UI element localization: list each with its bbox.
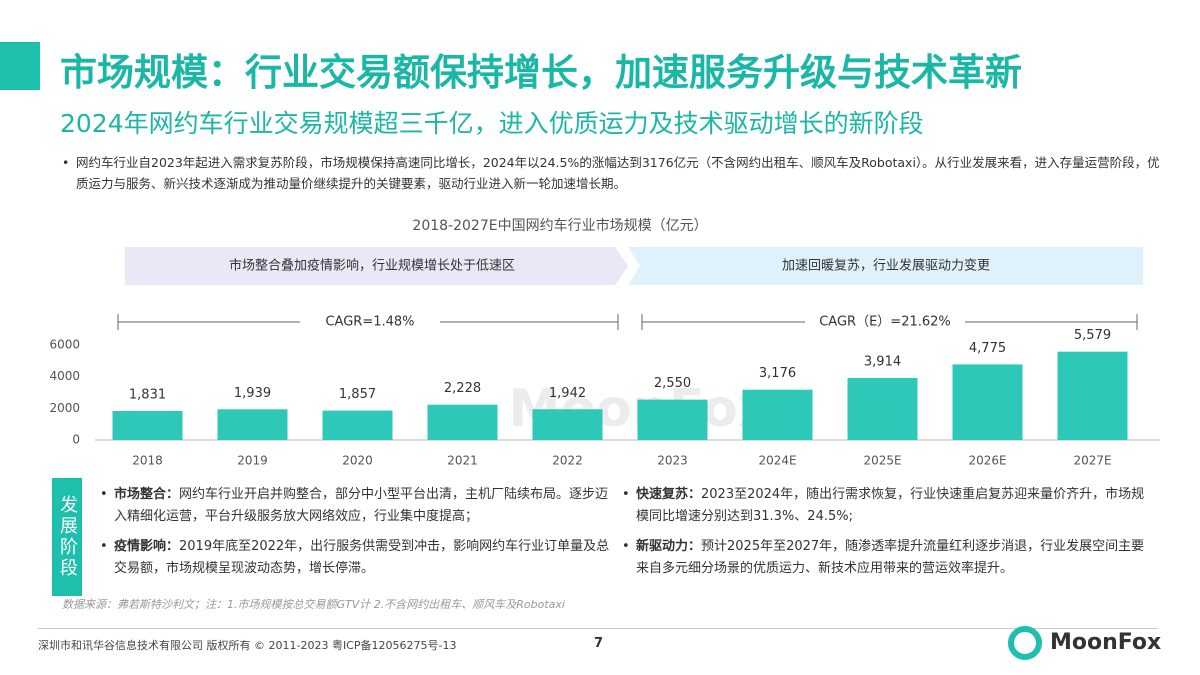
stage-text: 预计2025年至2027年，随渗透率提升流量红利逐步消退，行业发展空间主要来自多… [636,539,1145,576]
stage-item: 市场整合：网约车行业开启并购整合，部分中小型平台出清，主机厂陆续布局。逐步迈入精… [100,484,610,528]
title-accent [0,42,40,90]
y-tick-label: 2000 [49,401,80,415]
x-tick-label: 2022 [552,454,583,468]
y-tick-label: 6000 [49,338,80,352]
bar [217,409,288,440]
bar [742,389,813,440]
summary: 网约车行业自2023年起进入需求复苏阶段，市场规模保持高速同比增长，2024年以… [62,152,1166,194]
logo-icon [1008,626,1042,660]
value-label: 3,914 [864,355,901,370]
x-tick-label: 2025E [863,454,901,468]
x-tick-label: 2024E [758,454,796,468]
stage-text: 网约车行业开启并购整合，部分中小型平台出清，主机厂陆续布局。逐步迈入精细化运营，… [114,487,609,524]
value-label: 1,942 [549,386,586,401]
stage-left: 市场整合：网约车行业开启并购整合，部分中小型平台出清，主机厂陆续布局。逐步迈入精… [100,484,610,588]
x-tick-label: 2026E [968,454,1006,468]
phase-label: 市场整合叠加疫情影响，行业规模增长处于低速区 [229,258,515,274]
phase-banner [125,247,628,285]
bar [637,399,708,440]
chart: MoonFox2018-2027E中国网约车行业市场规模（亿元）市场整合叠加疫情… [0,42,1160,468]
x-tick-label: 2020 [342,454,373,468]
x-tick-label: 2019 [237,454,268,468]
bar [532,409,603,440]
x-tick-label: 2021 [447,454,478,468]
cagr-label: CAGR=1.48% [325,315,414,330]
logo: MoonFox [1050,630,1162,655]
stage-text: 2019年底至2022年，出行服务供需受到冲击，影响网约车行业订单量及总交易额，… [114,539,610,576]
stage-item: 疫情影响：2019年底至2022年，出行服务供需受到冲击，影响网约车行业订单量及… [100,536,610,580]
bar [112,411,183,440]
value-label: 5,579 [1074,328,1111,343]
stage-item: 新驱动力：预计2025年至2027年，随渗透率提升流量红利逐步消退，行业发展空间… [622,536,1150,580]
y-tick-label: 4000 [49,369,80,383]
stage-text: 2023至2024年，随出行需求恢复，行业快速重启复苏迎来量价齐升，市场规模同比… [636,487,1145,524]
stage-text: 疫情影响： [114,539,180,554]
value-label: 2,550 [654,376,691,391]
bar [427,404,498,440]
source: 数据来源：弗若斯特沙利文；注：1.市场规模按总交易额GTV计 2.不含网约出租车… [62,598,565,611]
value-label: 1,857 [339,387,376,402]
stage-right: 快速复苏：2023至2024年，随出行需求恢复，行业快速重启复苏迎来量价齐升，市… [622,484,1150,588]
x-tick-label: 2023 [657,454,688,468]
stage-label: 发展阶段 [52,478,82,596]
y-tick-label: 0 [72,433,80,447]
phase-label: 加速回暖复苏，行业发展驱动力变更 [782,258,990,274]
bar [847,378,918,440]
x-tick-label: 2018 [132,454,163,468]
x-tick-label: 2027E [1073,454,1111,468]
stage-text: 快速复苏： [636,487,702,502]
stage-text: 市场整合： [114,487,180,502]
cagr-label: CAGR（E）=21.62% [819,315,951,330]
chart-title: 2018-2027E中国网约车行业市场规模（亿元） [412,217,707,234]
cagr-bracket [117,314,1138,330]
page-number: 7 [594,636,604,651]
bar [322,410,393,440]
value-label: 4,775 [969,341,1006,356]
value-label: 1,831 [129,388,166,403]
stage-item: 快速复苏：2023至2024年，随出行需求恢复，行业快速重启复苏迎来量价齐升，市… [622,484,1150,528]
value-label: 1,939 [234,386,271,401]
subtitle: 2024年网约车行业交易规模超三千亿，进入优质运力及技术驱动增长的新阶段 [60,109,924,138]
value-label: 3,176 [759,366,796,381]
phase-banner [628,247,1143,285]
stage-text: 新驱动力： [636,539,702,554]
bar [952,364,1023,440]
title: 市场规模：行业交易额保持增长，加速服务升级与技术革新 [60,51,1022,94]
bar [1057,351,1128,440]
footer-line [38,628,1158,629]
copyright: 深圳市和讯华谷信息技术有限公司 版权所有 © 2011-2023 粤ICP备12… [38,639,457,652]
value-label: 2,228 [444,381,481,396]
